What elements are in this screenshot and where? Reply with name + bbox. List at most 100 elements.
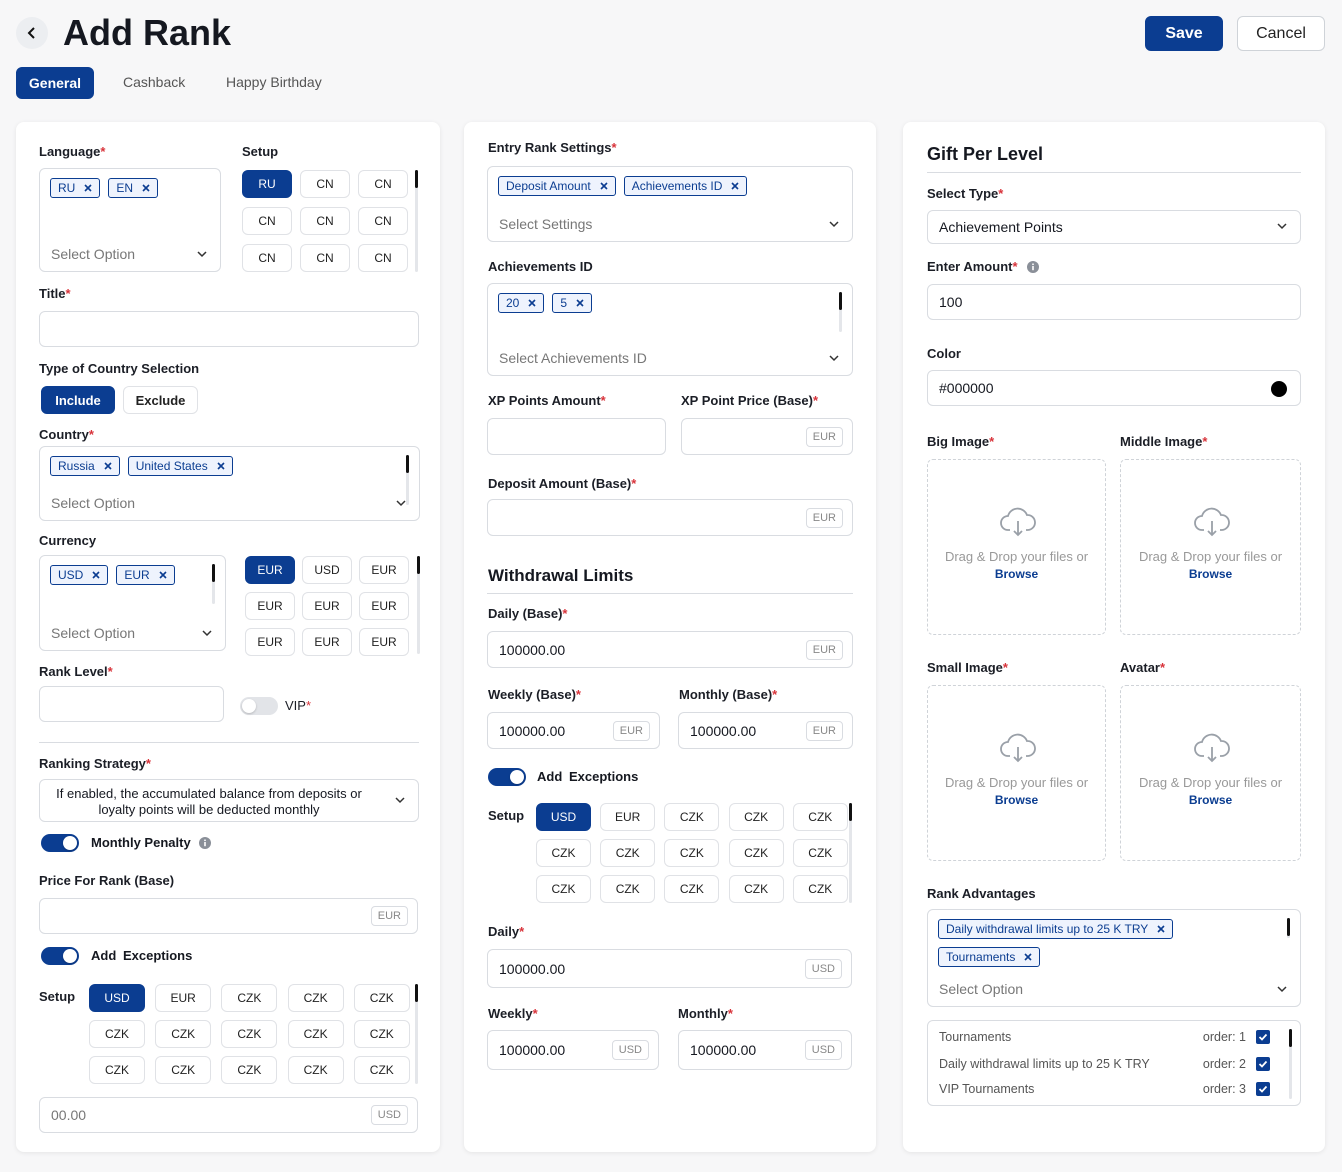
option-button[interactable]: CZK [221,1056,278,1084]
toggle[interactable] [41,834,79,852]
option-button[interactable]: CN [300,170,350,198]
toggle[interactable] [488,768,526,786]
color-swatch[interactable] [1271,381,1287,397]
chevron-icon[interactable] [1276,220,1288,232]
option-button[interactable]: CZK [287,1020,344,1048]
remove-tag-icon[interactable] [142,184,150,192]
browse-link[interactable]: Browse [994,567,1039,581]
option-button[interactable]: RU [242,170,292,198]
multi-select[interactable]: Deposit Amount Achievements ID Select Sett… [487,166,853,242]
text-input[interactable]: 100000.00 EUR [487,631,853,668]
option-button[interactable]: EUR [359,592,409,620]
text-input[interactable]: EUR [39,898,418,934]
scrollbar[interactable] [849,803,852,903]
tab[interactable]: Cashback [123,74,186,90]
option-button[interactable]: USD [89,984,145,1012]
option-button[interactable]: USD [536,803,591,831]
text-input[interactable] [487,418,666,455]
chevron-icon[interactable] [201,627,213,639]
remove-tag-icon[interactable] [1024,953,1032,961]
option-button[interactable]: CZK [600,875,656,903]
text-input[interactable]: 100000.00 EUR [678,712,853,749]
option-button[interactable]: CZK [792,839,848,867]
browse-link[interactable]: Browse [1188,793,1233,807]
scrollbar[interactable] [1287,918,1290,938]
text-input[interactable]: #000000 [927,370,1301,406]
chevron-icon[interactable] [828,218,840,230]
text-input[interactable] [39,686,224,722]
text-input[interactable]: 100000.00 USD [487,949,852,988]
option-button[interactable]: CZK [792,875,848,903]
info-icon[interactable] [199,837,211,849]
text-input[interactable]: 100000.00 EUR [487,712,660,749]
remove-tag-icon[interactable] [92,571,100,579]
multi-select[interactable]: USD EUR Select Option [39,555,226,651]
multi-select[interactable]: Daily withdrawal limits up to 25 K TRY To… [927,909,1301,1007]
chevron-icon[interactable] [828,352,840,364]
option-button[interactable]: EUR [600,803,656,831]
option-button[interactable]: CZK [728,839,784,867]
option-button[interactable]: EUR [302,628,352,656]
option-button[interactable]: CZK [155,1020,212,1048]
info-icon[interactable] [1027,261,1039,273]
option-button[interactable]: EUR [155,984,212,1012]
option-button[interactable]: CN [300,207,350,235]
remove-tag-icon[interactable] [159,571,167,579]
tab[interactable]: General [16,67,94,99]
option-button[interactable]: EUR [245,592,295,620]
text-input[interactable]: EUR [487,499,853,536]
option-button[interactable]: CZK [728,803,784,831]
option-button[interactable]: EUR [302,592,352,620]
browse-link[interactable]: Browse [994,793,1039,807]
option-button[interactable]: CN [242,244,292,272]
text-input[interactable]: 100000.00 USD [678,1030,852,1070]
text-input[interactable]: Achievement Points [927,210,1301,244]
option-button[interactable]: CZK [353,1020,410,1048]
scrollbar[interactable] [406,455,409,505]
scrollbar[interactable] [417,556,420,654]
option-button[interactable]: CZK [792,803,848,831]
scrollbar[interactable] [415,984,418,1084]
dropzone[interactable]: Drag & Drop your files or Browse [1120,459,1301,635]
chevron-icon[interactable] [395,497,407,509]
option-button[interactable]: CZK [664,875,720,903]
option-button[interactable]: EUR [245,556,295,584]
option-button[interactable]: CZK [536,839,591,867]
text-input[interactable]: EUR [681,418,853,455]
remove-tag-icon[interactable] [600,182,608,190]
back-button[interactable] [16,17,48,49]
text-input[interactable]: 100 [927,284,1301,320]
chevron-icon[interactable] [394,794,406,806]
text-input[interactable] [39,311,419,347]
option-button[interactable]: CZK [155,1056,212,1084]
scrollbar[interactable] [1289,1029,1292,1099]
tab[interactable]: Happy Birthday [226,74,322,90]
dropzone[interactable]: Drag & Drop your files or Browse [927,685,1106,861]
text-input[interactable]: If enabled, the accumulated balance from… [39,779,419,822]
option-button[interactable]: Include [41,386,115,414]
remove-tag-icon[interactable] [576,299,584,307]
option-button[interactable]: CN [358,244,408,272]
dropzone[interactable]: Drag & Drop your files or Browse [927,459,1106,635]
option-button[interactable]: CZK [287,1056,344,1084]
remove-tag-icon[interactable] [217,462,225,470]
option-button[interactable]: USD [302,556,352,584]
multi-select[interactable]: Russia United States Select Option [39,446,420,521]
option-button[interactable]: CZK [353,1056,410,1084]
remove-tag-icon[interactable] [104,462,112,470]
text-input[interactable]: 00.00 USD [39,1097,418,1133]
option-button[interactable]: CZK [353,984,410,1012]
cancel-button[interactable]: Cancel [1237,16,1325,51]
remove-tag-icon[interactable] [731,182,739,190]
chevron-icon[interactable] [1276,983,1288,995]
remove-tag-icon[interactable] [1157,925,1165,933]
browse-link[interactable]: Browse [1188,567,1233,581]
option-button[interactable]: CZK [536,875,591,903]
checkbox[interactable] [1256,1082,1270,1096]
scrollbar[interactable] [839,292,842,332]
option-button[interactable]: CZK [664,839,720,867]
checkbox[interactable] [1256,1030,1270,1044]
option-button[interactable]: CZK [221,1020,278,1048]
option-button[interactable]: CZK [221,984,278,1012]
multi-select[interactable]: 20 5 Select Achievements ID [487,283,853,376]
